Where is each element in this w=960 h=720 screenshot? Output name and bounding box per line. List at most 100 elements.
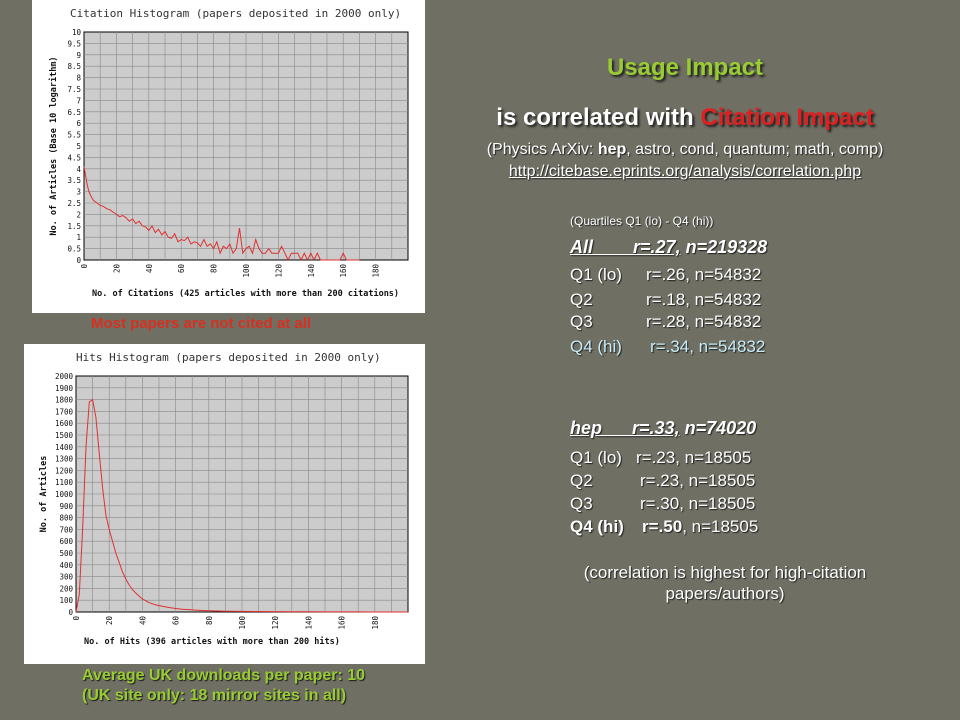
- x-tick-label: 140: [304, 616, 313, 630]
- subtitle-prefix: (Physics ArXiv:: [486, 141, 598, 158]
- hep-row-q1: Q1 (lo) r=.23, n=18505: [570, 448, 752, 467]
- citation-caption: Most papers are not cited at all: [91, 315, 312, 332]
- y-tick-label: 2: [76, 210, 81, 219]
- all-r: r=.27,: [633, 237, 681, 257]
- y-tick-label: 3.5: [67, 176, 81, 185]
- y-tick-label: 2.5: [67, 199, 81, 208]
- x-tick-label: 140: [307, 264, 316, 278]
- hep-row-q4: Q4 (hi) r=.50, n=18505: [570, 517, 759, 536]
- hep-label: hep: [570, 418, 603, 438]
- y-tick-label: 5.5: [67, 131, 81, 140]
- hep-r: r=.33,: [632, 418, 680, 438]
- x-tick-label: 60: [172, 616, 181, 626]
- y-tick-label: 6.5: [67, 108, 81, 117]
- y-tick-label: 800: [59, 514, 73, 523]
- all-row-q1: Q1 (lo) r=.26, n=54832: [570, 265, 762, 284]
- all-label: All: [570, 237, 594, 257]
- y-tick-label: 1200: [55, 466, 74, 475]
- y-tick-label: 3: [76, 188, 81, 197]
- x-tick-label: 40: [145, 264, 154, 274]
- hits-histogram-svg: Hits Histogram (papers deposited in 2000…: [38, 351, 409, 647]
- series-line: [75, 398, 408, 613]
- heading-line2-highlight: Citation Impact: [700, 104, 874, 131]
- y-tick-label: 0: [76, 256, 81, 265]
- all-row-q3: Q3 r=.28, n=54832: [570, 312, 762, 331]
- heading-citation-impact: is correlated with Citation Impact: [440, 104, 930, 132]
- y-tick-label: 1: [76, 233, 81, 242]
- hits-histogram: Hits Histogram (papers deposited in 2000…: [24, 344, 425, 664]
- heading-line2-prefix: is correlated with: [496, 104, 701, 131]
- y-tick-label: 7.5: [67, 85, 81, 94]
- citation-histogram: Citation Histogram (papers deposited in …: [32, 0, 425, 313]
- y-tick-label: 4.5: [67, 153, 81, 162]
- y-tick-label: 6: [76, 119, 81, 128]
- y-tick-label: 1.5: [67, 222, 81, 231]
- y-tick-label: 0: [68, 608, 73, 617]
- downloads-caption-line1: Average UK downloads per paper: 10: [82, 667, 366, 684]
- x-tick-label: 80: [210, 264, 219, 274]
- x-tick-label: 60: [177, 264, 186, 274]
- y-tick-label: 0.5: [67, 245, 81, 254]
- hep-row-q2: Q2 r=.23, n=18505: [570, 471, 756, 490]
- downloads-caption-line2: (UK site only: 18 mirror sites in all): [82, 687, 347, 704]
- y-tick-label: 1000: [55, 490, 74, 499]
- y-tick-label: 100: [59, 596, 73, 605]
- y-tick-label: 1400: [55, 443, 74, 452]
- y-tick-label: 1500: [55, 431, 74, 440]
- y-tick-label: 9: [76, 51, 81, 60]
- quartile-note: (Quartiles Q1 (lo) - Q4 (hi)): [570, 214, 714, 228]
- y-tick-label: 9.5: [67, 39, 81, 48]
- series-line: [83, 166, 360, 262]
- heading-usage-impact: Usage Impact: [606, 54, 764, 81]
- subtitle-suffix: , astro, cond, quantum; math, comp): [626, 141, 884, 158]
- x-tick-label: 0: [80, 264, 89, 269]
- y-tick-label: 900: [59, 502, 73, 511]
- hep-row-q3: Q3 r=.30, n=18505: [570, 494, 756, 513]
- x-tick-label: 0: [72, 616, 81, 621]
- x-axis-label: No. of Hits (396 articles with more than…: [84, 636, 340, 647]
- x-tick-label: 80: [205, 616, 214, 626]
- y-tick-label: 1900: [55, 384, 74, 393]
- y-tick-label: 10: [72, 28, 82, 37]
- y-tick-label: 1700: [55, 407, 74, 416]
- y-tick-label: 2000: [55, 372, 74, 381]
- y-tick-label: 300: [59, 573, 73, 582]
- y-tick-label: 5: [76, 142, 81, 151]
- hep-n: n=74020: [684, 418, 757, 438]
- y-tick-label: 7: [76, 96, 81, 105]
- subtitle-hep: hep: [597, 141, 627, 158]
- x-tick-label: 20: [105, 616, 114, 626]
- all-n: n=219328: [685, 237, 768, 257]
- subtitle: (Physics ArXiv: hep, astro, cond, quantu…: [440, 141, 930, 159]
- x-tick-label: 180: [371, 616, 380, 630]
- x-tick-label: 120: [271, 616, 280, 630]
- y-tick-label: 8: [76, 74, 81, 83]
- y-axis-label: No. of Articles (Base 10 logarithm): [48, 56, 59, 235]
- all-row-q2: Q2 r=.18, n=54832: [570, 290, 762, 309]
- y-tick-label: 1800: [55, 396, 74, 405]
- x-tick-label: 100: [238, 616, 247, 630]
- x-tick-label: 160: [339, 264, 348, 278]
- y-tick-label: 500: [59, 549, 73, 558]
- y-tick-label: 4: [76, 165, 81, 174]
- x-tick-label: 100: [242, 264, 251, 278]
- x-axis-label: No. of Citations (425 articles with more…: [92, 288, 399, 299]
- x-tick-label: 180: [372, 264, 381, 278]
- correlation-note: (correlation is highest for high-citatio…: [583, 563, 867, 603]
- citation-histogram-svg: Citation Histogram (papers deposited in …: [48, 7, 409, 299]
- x-tick-label: 160: [338, 616, 347, 630]
- x-tick-label: 120: [274, 264, 283, 278]
- y-tick-label: 200: [59, 584, 73, 593]
- y-tick-label: 600: [59, 537, 73, 546]
- correlation-link[interactable]: http://citebase.eprints.org/analysis/cor…: [508, 163, 862, 180]
- y-tick-label: 700: [59, 525, 73, 534]
- y-axis-label: No. of Articles: [38, 456, 49, 533]
- y-tick-label: 400: [59, 561, 73, 570]
- y-tick-label: 8.5: [67, 62, 81, 71]
- all-row-q4: Q4 (hi) r=.34, n=54832: [570, 337, 766, 356]
- x-tick-label: 20: [112, 264, 121, 274]
- y-tick-label: 1300: [55, 455, 74, 464]
- y-tick-label: 1100: [55, 478, 74, 487]
- chart-title: Hits Histogram (papers deposited in 2000…: [76, 351, 381, 364]
- chart-title: Citation Histogram (papers deposited in …: [70, 7, 401, 20]
